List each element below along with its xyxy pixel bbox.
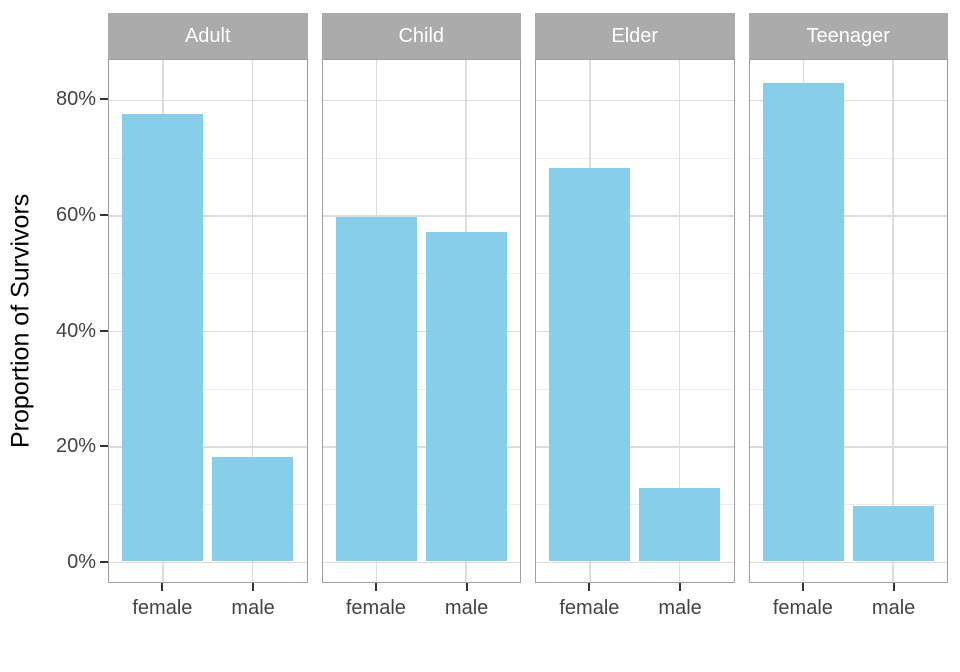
x-category-label-female: female (559, 597, 620, 619)
x-axis: female male (749, 583, 949, 627)
bar-child-male (425, 231, 507, 561)
bar-elder-female (549, 167, 631, 561)
bar-child-female (335, 217, 417, 561)
x-category-label-female: female (132, 597, 193, 619)
y-tick-mark (100, 329, 108, 332)
x-tick-mark (374, 583, 377, 591)
gridline-major (749, 446, 947, 448)
gridline-minor (749, 388, 947, 390)
gridline-major (536, 330, 734, 333)
y-tick-label: 40% (55, 319, 96, 342)
gridline-minor (109, 273, 307, 275)
facet-adult: Adult female male (108, 13, 308, 627)
x-tick-mark (679, 583, 682, 591)
gridline-minor (322, 504, 520, 506)
gridline-minor (536, 504, 734, 506)
facet-strip-label: Child (398, 24, 445, 47)
gridline-minor (536, 273, 734, 275)
facet-strip: Elder (535, 13, 735, 59)
gridline-minor (109, 388, 307, 390)
gridline-major (536, 446, 734, 448)
x-axis: female male (108, 583, 308, 627)
facet-child: Child female male (321, 13, 522, 627)
x-tick-mark (588, 583, 591, 591)
gridline-minor (322, 388, 520, 390)
gridline-major (109, 446, 307, 448)
facet-strip-label: Adult (184, 24, 231, 47)
gridline-minor (109, 157, 307, 159)
gridline-major (536, 561, 734, 564)
bar-teenager-female (762, 83, 844, 561)
gridline-minor (749, 157, 947, 159)
x-axis: female male (322, 583, 522, 627)
bar-teenager-male (852, 506, 934, 561)
bar-adult-female (122, 113, 204, 561)
y-tick-mark (100, 98, 108, 101)
y-tick-mark (100, 213, 108, 216)
y-tick-mark (100, 445, 108, 448)
gridline-major-vertical (678, 60, 681, 582)
facet-panel (535, 59, 735, 583)
facet-strip-label: Teenager (806, 24, 890, 47)
gridline-major (322, 215, 520, 217)
x-category-label-male: male (658, 597, 702, 619)
x-tick-mark (465, 583, 468, 591)
gridline-minor (322, 273, 520, 275)
facet-strip: Child (321, 13, 521, 59)
bar-adult-male (212, 456, 294, 561)
facet-elder: Elder female male (535, 13, 735, 627)
gridline-major (749, 215, 947, 217)
gridline-major (536, 215, 734, 217)
facet-strip-label: Elder (611, 24, 659, 47)
facet-row: Adult female male Child female male Elder femal… (108, 13, 948, 627)
x-category-label-male: male (871, 597, 916, 619)
gridline-major (749, 330, 947, 333)
x-axis: female male (535, 583, 735, 627)
y-tick-label: 0% (67, 550, 96, 573)
y-tick-label: 80% (55, 88, 96, 111)
gridline-major (322, 446, 520, 448)
facet-panel (748, 59, 948, 583)
gridline-minor (749, 273, 947, 275)
x-category-label-female: female (772, 597, 833, 619)
x-tick-mark (801, 583, 804, 591)
facet-panel (321, 59, 521, 583)
gridline-major-vertical (892, 60, 894, 582)
gridline-minor (749, 504, 947, 506)
gridline-minor (536, 157, 734, 159)
gridline-major (109, 330, 307, 333)
facet-strip: Teenager (748, 13, 948, 59)
gridline-major (322, 561, 520, 564)
gridline-major (749, 99, 947, 102)
gridline-major (322, 99, 520, 102)
gridline-major (322, 330, 520, 333)
x-tick-mark (892, 583, 895, 591)
x-category-label-male: male (444, 597, 489, 619)
x-tick-mark (252, 583, 255, 591)
gridline-major (109, 561, 307, 564)
gridline-major (109, 215, 307, 217)
gridline-major (109, 99, 307, 102)
gridline-major (749, 561, 947, 564)
gridline-major (536, 99, 734, 102)
x-category-label-female: female (345, 597, 406, 619)
gridline-minor (109, 504, 307, 506)
bar-elder-male (639, 488, 721, 561)
y-tick-mark (100, 560, 108, 563)
gridline-minor (536, 388, 734, 390)
facet-panel (108, 59, 308, 583)
y-tick-label: 20% (55, 435, 96, 458)
y-tick-label: 60% (55, 203, 96, 226)
facet-teenager: Teenager female male (748, 13, 949, 627)
x-category-label-male: male (231, 597, 275, 619)
facet-strip: Adult (108, 13, 308, 59)
gridline-minor (322, 157, 520, 159)
x-tick-mark (161, 583, 164, 591)
gridline-major-vertical (251, 60, 254, 582)
